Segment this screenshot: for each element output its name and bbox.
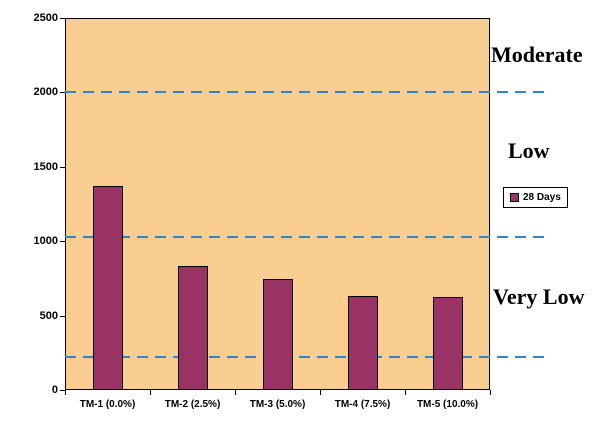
legend-swatch-28-days	[510, 193, 519, 202]
zone-label-moderate: Moderate	[491, 42, 583, 67]
bar	[347, 295, 378, 390]
y-axis-tick-mark	[60, 92, 65, 94]
legend-label: 28 Days	[523, 192, 561, 203]
y-axis-tick-mark	[60, 390, 65, 391]
threshold-line	[65, 356, 545, 359]
y-axis-tick-mark	[60, 18, 65, 19]
zone-label-very-low: Very Low	[493, 284, 585, 309]
y-axis-tick-label: 1000	[33, 235, 58, 248]
x-axis-tick-mark	[150, 390, 151, 395]
bar	[262, 279, 293, 390]
bar	[177, 266, 208, 390]
bar	[92, 186, 123, 390]
x-axis-tick-mark	[490, 390, 491, 395]
y-axis-tick-mark	[60, 315, 65, 317]
y-axis-tick-mark	[60, 166, 65, 168]
x-axis-tick-mark	[235, 390, 236, 395]
x-axis-tick-mark	[320, 390, 321, 395]
y-axis-tick-label: 2500	[33, 12, 58, 24]
threshold-line	[65, 91, 545, 94]
y-axis-tick-label: 2000	[33, 86, 58, 99]
legend: 28 Days	[503, 187, 568, 208]
y-axis-tick-label: 500	[39, 309, 58, 322]
zone-label-low: Low	[508, 138, 550, 163]
y-axis-tick-mark	[60, 241, 65, 243]
x-axis-category-label: TM-3 (5.0%)	[249, 399, 306, 410]
y-axis-tick-label: 1500	[33, 160, 58, 173]
x-axis-category-label: TM-4 (7.5%)	[334, 399, 391, 410]
threshold-line	[65, 235, 545, 238]
y-axis-tick-label: 0	[51, 384, 58, 396]
x-axis-category-label: TM-2 (2.5%)	[164, 399, 221, 410]
x-axis-category-label: TM-1 (0.0%)	[79, 399, 136, 410]
x-axis-tick-mark	[405, 390, 406, 395]
x-axis-tick-mark	[65, 390, 66, 395]
bar	[432, 297, 463, 390]
x-axis-category-label: TM-5 (10.0%)	[416, 399, 479, 410]
